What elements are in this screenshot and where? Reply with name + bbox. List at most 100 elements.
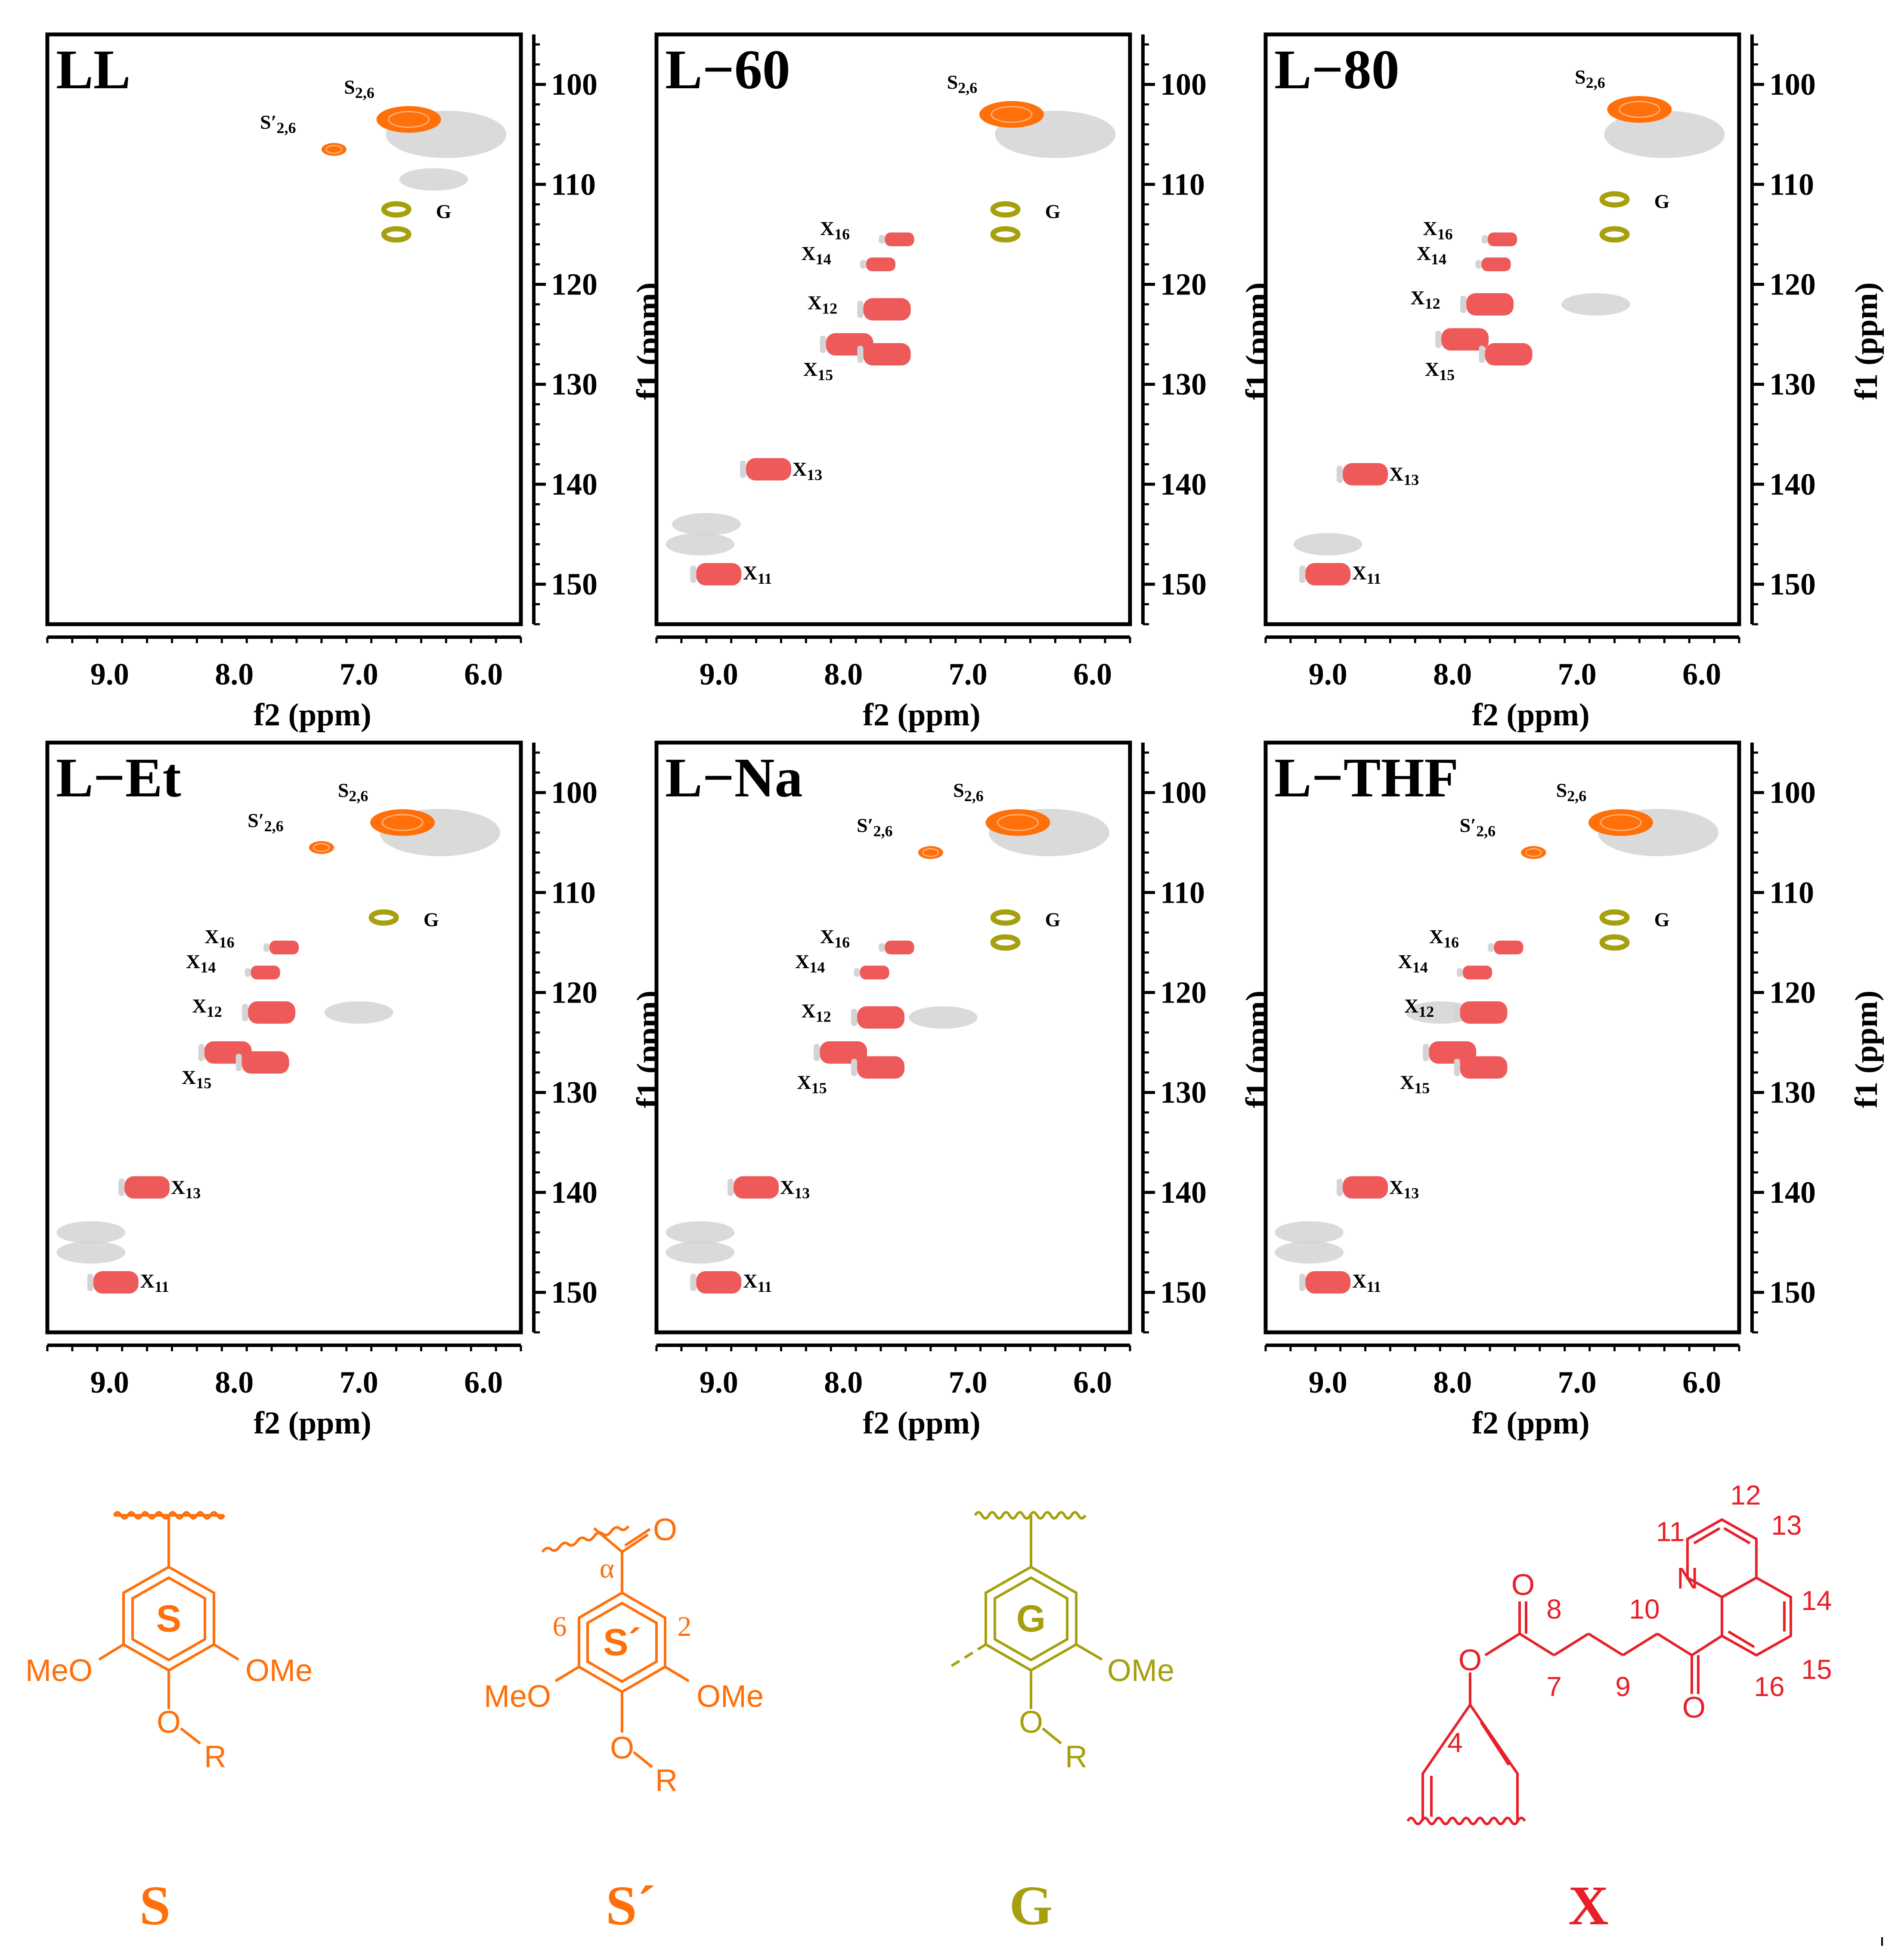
peak-g-mark <box>990 909 1021 926</box>
peak-s2-6-contour <box>381 814 424 831</box>
peak-x11-mark <box>696 1271 742 1294</box>
peak-label-subscript: 2,6 <box>1586 74 1605 91</box>
peak-sprime2-6-mark <box>1521 846 1546 859</box>
y-tick-label: 120 <box>1769 267 1816 302</box>
peak-s2-6 <box>985 809 1050 836</box>
peak-sprime2-6-mark <box>918 846 943 859</box>
x-tick-label: 8.0 <box>824 1365 863 1400</box>
y-tick-label: 130 <box>1160 367 1207 402</box>
s-ome-label: OMe <box>245 1653 313 1688</box>
peak-x11-shoulder <box>87 1273 93 1291</box>
peak-label-letter: X <box>797 1071 811 1093</box>
y-tick-label: 150 <box>1769 567 1816 601</box>
peak-label-s2-6: S2,6 <box>1556 779 1587 805</box>
peak-label-subscript: 11 <box>1366 570 1381 587</box>
g-r-label: R <box>1065 1740 1087 1774</box>
peak-x13 <box>1337 463 1388 486</box>
peak-x14 <box>854 966 889 980</box>
peak-x11-mark <box>1305 563 1351 585</box>
peak-label-subscript: 2,6 <box>958 79 977 96</box>
y-tick-label: 130 <box>1769 1075 1816 1110</box>
peak-x15-shoulder <box>235 1054 242 1071</box>
peak-x15-mark <box>242 1051 289 1074</box>
peak-x15-shoulder <box>1479 346 1485 363</box>
peak-x-unlabeled <box>814 1041 867 1064</box>
x-tick-label: 9.0 <box>700 657 738 691</box>
peak-label-letter: X <box>140 1270 155 1292</box>
y-tick-label: 100 <box>1769 775 1816 810</box>
y-tick-label: 140 <box>1769 1175 1816 1210</box>
peak-label-letter: G <box>1045 908 1061 930</box>
peak-label-x14: X14 <box>1398 951 1427 976</box>
peak-x-unlabeled-shoulder <box>1435 331 1442 348</box>
peak-label-letter: X <box>1404 995 1418 1017</box>
peak-sprime2-6-mark <box>309 841 334 854</box>
y-tick-label: 150 <box>1160 1275 1207 1310</box>
peak-x13-shoulder <box>728 1179 734 1196</box>
peak-label-subscript: 15 <box>811 1080 827 1097</box>
peak-label-letter: G <box>1654 190 1670 212</box>
s-prime-alpha-label: α <box>600 1553 615 1584</box>
x-tick-label: 9.0 <box>1309 657 1347 691</box>
x-tick-label: 8.0 <box>1433 1365 1472 1400</box>
peak-label-s2-6: S2,6 <box>338 779 368 805</box>
peak-x11 <box>690 563 742 585</box>
peak-label-letter: X <box>186 951 200 972</box>
peak-sprime2-6-mark <box>321 143 347 156</box>
x-position-8: 8 <box>1546 1594 1562 1625</box>
y-tick-label: 140 <box>1769 467 1816 502</box>
peak-x15-shoulder <box>1454 1059 1460 1076</box>
x-tick-label: 6.0 <box>464 657 503 691</box>
g-ome-label: OMe <box>1107 1653 1174 1688</box>
peak-label-subscript: 16 <box>1437 226 1453 243</box>
peak-s2-6-mark <box>1588 809 1653 836</box>
peak-x11-shoulder <box>1299 1273 1306 1291</box>
x-tick-label: 7.0 <box>949 657 988 691</box>
y-tick-label: 150 <box>1769 1275 1816 1310</box>
y-tick-label: 120 <box>551 267 598 302</box>
y-tick-label: 100 <box>1769 67 1816 102</box>
peak-x13-shoulder <box>118 1179 125 1196</box>
peak-label-letter: X <box>1352 562 1366 584</box>
s-prime-oxygen-label: O <box>610 1731 634 1765</box>
x-ester-oxygen: O <box>1458 1643 1482 1677</box>
peak-sprime2-6-contour <box>313 843 330 852</box>
peak-s2-6-contour <box>997 814 1039 831</box>
y-tick-label: 130 <box>551 1075 598 1110</box>
peak-s2-6 <box>376 106 441 133</box>
peak-s2-6-mark <box>979 101 1044 128</box>
x-nitrogen-label: N <box>1677 1561 1699 1595</box>
peak-label-subscript: 16 <box>834 934 850 951</box>
y-tick-label: 150 <box>1160 567 1207 601</box>
peak-label-subscript: 2,6 <box>873 822 893 839</box>
x-tick-label: 8.0 <box>215 657 254 691</box>
peak-label-x12: X12 <box>192 995 222 1020</box>
peak-label-letter: X <box>1400 1071 1414 1093</box>
y-tick-label: 130 <box>1160 1075 1207 1110</box>
g-oxygen-label: O <box>1019 1705 1043 1740</box>
peak-sprime2-6 <box>1521 846 1546 859</box>
peak-label-subscript: 11 <box>757 1278 772 1295</box>
peak-x14-mark <box>866 257 896 272</box>
peak-x12-shoulder <box>1454 1003 1460 1021</box>
peak-x11-shoulder <box>690 565 697 583</box>
y-axis-label: f1 (ppm) <box>1849 991 1884 1108</box>
y-tick-label: 110 <box>1160 875 1205 910</box>
peak-label-x15: X15 <box>803 358 833 384</box>
x-tick-label: 9.0 <box>1309 1365 1347 1400</box>
y-tick-label: 100 <box>551 775 598 810</box>
s-prime-ome-label: OMe <box>697 1679 764 1714</box>
peak-label-subscript: 14 <box>1412 959 1428 976</box>
peak-label-x12: X12 <box>1404 995 1434 1020</box>
y-tick-label: 100 <box>1160 775 1207 810</box>
peak-label-s2-6: S2,6 <box>344 76 375 101</box>
peak-label-g: G <box>1045 200 1061 222</box>
peak-g-mark <box>381 201 412 218</box>
peak-label-letter: G <box>1045 200 1061 222</box>
peak-g-unlabeled <box>990 934 1021 951</box>
panel-title: L−THF <box>1274 747 1458 809</box>
y-tick-label: 120 <box>551 975 598 1010</box>
